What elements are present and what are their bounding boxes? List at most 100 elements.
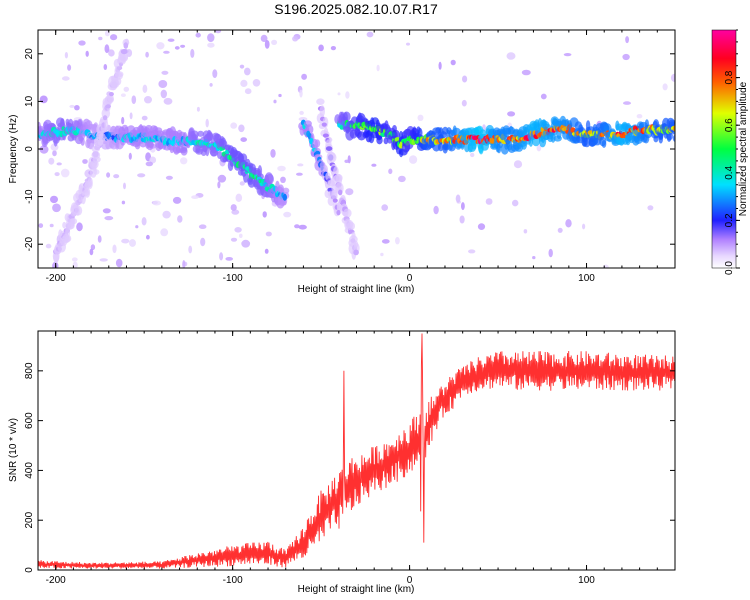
spectrogram-cell: [212, 69, 218, 78]
spectrogram-cell: [91, 151, 101, 160]
colorbar-tick-label: 0.4: [724, 165, 735, 179]
spectrogram-cell: [123, 86, 130, 92]
spectrogram-cell: [298, 224, 307, 230]
spectrogram-cell: [353, 249, 359, 256]
spectrogram-cell: [513, 160, 523, 169]
spectrogram-cell: [146, 234, 150, 240]
spectrogram-cell: [532, 136, 540, 147]
spectrogram-cell: [381, 239, 390, 244]
spectrogram-cell: [294, 224, 300, 229]
spectrogram-cell: [177, 215, 183, 223]
spectrogram-cell: [145, 161, 153, 167]
spectrogram-cell: [215, 30, 222, 34]
colorbar-label: Normalized spectral amplitude: [738, 81, 749, 216]
spectrogram-cell: [102, 115, 108, 121]
spectrogram-cell: [149, 156, 157, 164]
spectrogram-cell: [512, 199, 519, 207]
spectrogram-cell: [299, 110, 304, 115]
spectrogram-cell: [195, 32, 201, 38]
spectrogram-cell: [459, 215, 465, 224]
spectrogram-cell: [54, 172, 60, 177]
spectrogram-cell: [316, 98, 325, 105]
spectrogram-cell: [129, 239, 136, 247]
spectrogram-cell: [388, 168, 393, 175]
spectrogram-cell: [123, 182, 126, 190]
spectrogram-cell: [104, 119, 109, 130]
spectrogram-cell: [381, 204, 389, 211]
spectrogram-cell: [172, 196, 182, 204]
spectrogram-cell: [461, 202, 465, 211]
spectrogram-cell: [257, 165, 263, 177]
spectrogram-cell: [115, 258, 123, 268]
spectrogram-cell: [406, 42, 410, 46]
spectrogram-cell: [239, 64, 245, 69]
spectrogram-cell: [165, 175, 173, 180]
spectrogram-cell: [280, 176, 286, 183]
spectrogram-cell: [146, 140, 154, 151]
spectrogram-cell: [314, 139, 321, 148]
spectrogram-cell: [78, 40, 86, 46]
spectrogram-cell: [438, 61, 442, 70]
spectrogram-cell: [296, 172, 303, 176]
spectrogram-cell: [670, 73, 675, 82]
spectrogram-cell: [125, 49, 133, 57]
spectrogram-ytick-label: -10: [24, 189, 35, 204]
spectrogram-cell: [104, 216, 114, 221]
spectrogram-cell: [235, 193, 243, 202]
colorbar-tick-label: 0.0: [724, 261, 735, 275]
spectrogram-cell: [188, 245, 193, 254]
spectrogram-cell: [38, 223, 44, 229]
spectrogram-cell: [383, 137, 389, 145]
spectrogram-cell: [557, 227, 563, 233]
spectrogram-cell: [623, 101, 631, 105]
spectrogram-cell: [69, 218, 76, 227]
spectrogram-cell: [64, 52, 68, 59]
spectrogram-cell: [108, 92, 114, 97]
spectrogram-cell: [282, 193, 287, 201]
spectrogram-cell: [583, 137, 591, 148]
spectrogram-cell: [180, 44, 186, 48]
spectrogram-cell: [462, 75, 468, 83]
spectrogram-cell: [197, 130, 205, 137]
spectrogram-cell: [90, 244, 96, 251]
spectrogram-cell: [230, 204, 237, 211]
spectrogram-cell: [240, 137, 247, 143]
colorbar-tick-label: 0.6: [724, 118, 735, 132]
spectrogram-cell: [137, 173, 146, 178]
spectrogram-cell: [265, 231, 272, 237]
spectrogram-cell: [82, 159, 88, 164]
colorbar-ticks: 0.0 0.2 0.4 0.6 0.8: [724, 29, 740, 275]
spectrogram-cell: [49, 223, 54, 228]
spectrogram-cell: [240, 79, 248, 87]
spectrogram-cell: [112, 244, 117, 254]
spectrogram-cell: [120, 53, 129, 62]
spectrogram-cell: [601, 140, 607, 148]
spectrogram-cell: [60, 168, 70, 178]
spectrogram-cell: [141, 115, 148, 121]
snr-ticks: -200 -100 0 100 0 200 400 600 800: [24, 331, 676, 586]
spectrogram-cell: [666, 134, 672, 142]
spectrogram-cell: [209, 83, 213, 87]
spectrogram-cell: [99, 258, 108, 262]
spectrogram-cell: [191, 195, 199, 200]
snr-xtick-label: 0: [407, 575, 413, 586]
spectrogram-cell: [241, 239, 251, 248]
spectrogram-cell: [62, 221, 67, 229]
spectrogram-cell: [110, 34, 118, 41]
spectrogram-cell: [344, 159, 350, 163]
spectrogram-cell: [297, 163, 304, 167]
spectrogram-cell: [76, 222, 83, 232]
spectrogram-cell: [417, 127, 423, 138]
spectrogram-cell: [158, 80, 168, 88]
spectrogram-cell: [636, 114, 643, 119]
spectrogram-cell: [409, 155, 418, 164]
spectrogram-cell: [282, 187, 290, 194]
spectrogram-cell: [622, 53, 630, 61]
snr-ylabel: SNR (10 * v/v): [8, 418, 19, 482]
spectrogram-cell: [271, 39, 278, 46]
spectrogram-cell: [98, 36, 103, 41]
spectrogram-cell: [450, 59, 456, 66]
spectrogram-cell: [123, 42, 129, 49]
spectrogram-cell: [98, 132, 106, 142]
